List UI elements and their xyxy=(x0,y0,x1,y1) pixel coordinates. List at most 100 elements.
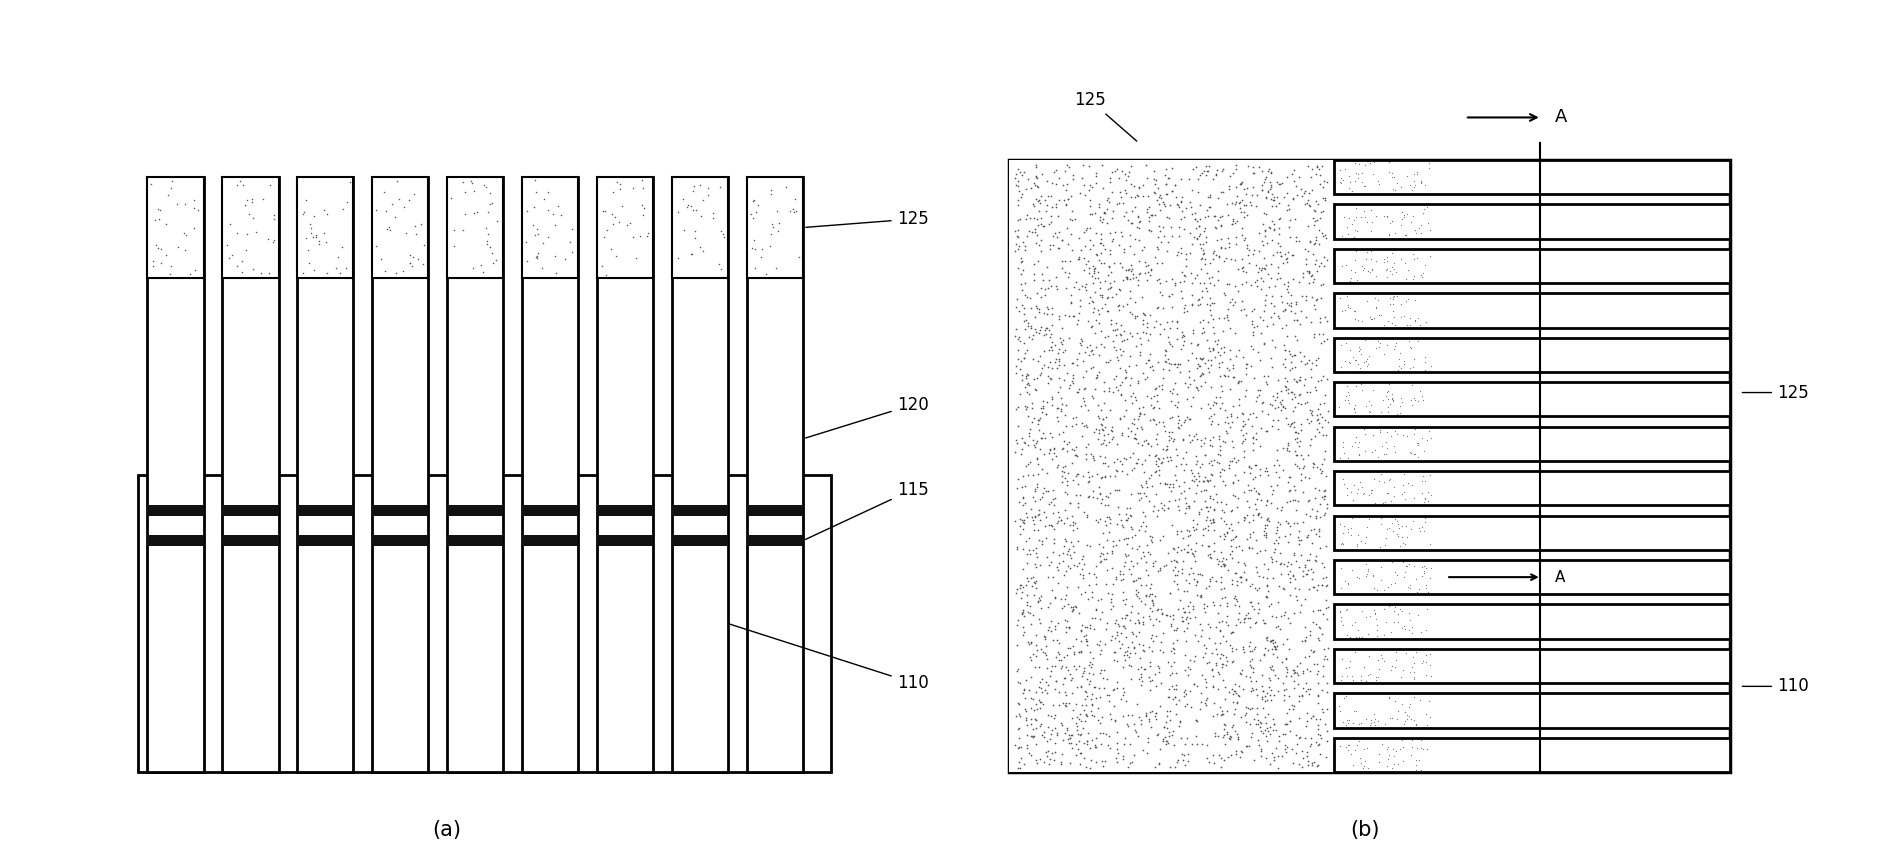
Point xyxy=(1038,536,1068,550)
Point xyxy=(1189,313,1219,327)
Point xyxy=(1051,613,1081,627)
Point xyxy=(1102,315,1132,329)
Point xyxy=(1000,587,1030,600)
Point xyxy=(1296,432,1327,446)
Point xyxy=(1102,626,1132,639)
Point xyxy=(1251,499,1281,512)
Point xyxy=(472,234,502,248)
Point xyxy=(1132,436,1162,450)
Point xyxy=(1119,431,1149,445)
Point xyxy=(1338,230,1368,244)
Point xyxy=(1398,272,1428,286)
Point xyxy=(1179,469,1210,483)
Point xyxy=(1040,338,1070,352)
Point xyxy=(1374,291,1404,305)
Point xyxy=(1353,668,1383,682)
Point xyxy=(1411,668,1442,682)
Point xyxy=(1302,374,1332,388)
Point xyxy=(1215,505,1245,518)
Point xyxy=(1044,352,1074,365)
Point xyxy=(1247,396,1277,410)
Point xyxy=(1015,712,1045,726)
Point xyxy=(1181,714,1211,727)
Point xyxy=(1344,435,1374,448)
Point xyxy=(1294,628,1325,642)
Point xyxy=(1068,394,1098,408)
Point xyxy=(1153,211,1183,225)
Bar xyxy=(1334,516,1730,550)
Point xyxy=(1036,443,1066,457)
Point xyxy=(1177,326,1208,340)
Point xyxy=(1077,238,1108,251)
Point xyxy=(1047,718,1077,732)
Point xyxy=(1019,267,1049,281)
Point xyxy=(1161,459,1191,473)
Point xyxy=(1208,753,1238,767)
Point xyxy=(1053,733,1083,746)
Point xyxy=(1094,469,1125,483)
Point xyxy=(1151,348,1181,362)
Point xyxy=(1191,375,1221,389)
Point xyxy=(1044,616,1074,630)
Point xyxy=(1157,300,1187,314)
Point xyxy=(1206,218,1236,232)
Point xyxy=(1098,256,1128,270)
Point xyxy=(1010,346,1040,359)
Point xyxy=(1140,708,1170,722)
Point xyxy=(1072,737,1102,751)
Point xyxy=(1204,429,1234,443)
Point xyxy=(1264,177,1294,191)
Point xyxy=(1302,759,1332,772)
Point xyxy=(323,250,353,264)
Point xyxy=(1404,582,1434,596)
Point xyxy=(1279,400,1310,414)
Point xyxy=(1164,593,1194,607)
Point xyxy=(1176,528,1206,542)
Point xyxy=(1213,232,1244,245)
Point xyxy=(1174,538,1204,552)
Point xyxy=(1262,671,1293,685)
Point xyxy=(1144,451,1174,465)
Point xyxy=(1085,690,1115,704)
Point xyxy=(289,205,319,219)
Point xyxy=(1359,311,1389,325)
Point xyxy=(1236,278,1266,292)
Point xyxy=(1385,602,1415,616)
Point xyxy=(1311,469,1342,483)
Point xyxy=(1151,704,1181,718)
Point xyxy=(1227,252,1257,266)
Point xyxy=(1161,492,1191,506)
Point xyxy=(1187,243,1217,257)
Point xyxy=(1123,374,1153,388)
Point xyxy=(1051,620,1081,634)
Point xyxy=(1311,540,1342,554)
Bar xyxy=(223,535,279,546)
Point xyxy=(1398,515,1428,529)
Point xyxy=(1049,194,1079,207)
Point xyxy=(1245,264,1276,277)
Point xyxy=(1085,449,1115,463)
Point xyxy=(1410,524,1440,538)
Point xyxy=(1049,255,1079,269)
Point xyxy=(1038,308,1068,321)
Point xyxy=(1085,324,1115,338)
Point xyxy=(1330,162,1361,176)
Point xyxy=(662,251,693,265)
Point xyxy=(1219,684,1249,698)
Point xyxy=(1074,314,1104,327)
Point xyxy=(1302,253,1332,267)
Point xyxy=(1304,603,1334,617)
Point xyxy=(1353,562,1383,576)
Point xyxy=(1085,555,1115,569)
Point xyxy=(394,257,425,270)
Point xyxy=(1330,389,1361,403)
Point xyxy=(1030,510,1060,524)
Point xyxy=(1268,693,1298,707)
Point xyxy=(1159,543,1189,556)
Point xyxy=(1032,260,1062,274)
Point xyxy=(1030,631,1060,645)
Point xyxy=(1062,521,1093,535)
Point xyxy=(1030,646,1060,660)
Point xyxy=(1238,701,1268,715)
Point xyxy=(1070,685,1100,699)
